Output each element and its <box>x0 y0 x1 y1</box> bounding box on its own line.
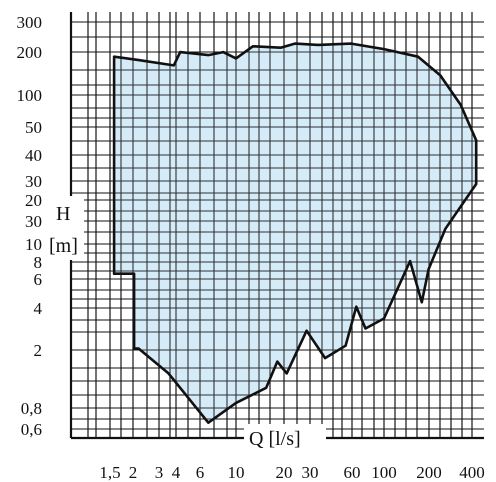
x-tick-label: 3 <box>155 463 164 482</box>
x-tick-label: 6 <box>196 463 205 482</box>
x-tick-label: 2 <box>129 463 138 482</box>
ylabel-line-2: [m] <box>49 235 78 257</box>
x-tick-label: 20 <box>276 463 293 482</box>
x-tick-label: 30 <box>302 463 319 482</box>
x-tick-label: 60 <box>344 463 361 482</box>
y-tick-label: 2 <box>34 341 43 360</box>
y-tick-label: 8 <box>34 253 43 272</box>
y-tick-label: 300 <box>17 13 43 32</box>
y-tick-label: 20 <box>25 191 42 210</box>
y-tick-label: 0,8 <box>21 399 42 418</box>
y-tick-label: 200 <box>17 43 43 62</box>
y-tick-label: 100 <box>17 86 43 105</box>
x-tick-label: 400 <box>459 463 485 482</box>
y-tick-label: 30 <box>25 172 42 191</box>
y-tick-label: 50 <box>25 118 42 137</box>
x-tick-label: 10 <box>228 463 245 482</box>
chart-grid-overlay <box>70 12 484 438</box>
x-tick-labels: 1,5 2 3 4 6 10 20 30 60 100 200 400 <box>99 463 484 482</box>
performance-envelope-outline <box>112 42 478 424</box>
performance-envelope-area <box>114 43 477 423</box>
y-tick-label: 0,6 <box>21 420 42 439</box>
y-tick-label: 40 <box>25 146 42 165</box>
y-tick-label: 6 <box>34 270 43 289</box>
x-tick-label: 200 <box>416 463 442 482</box>
x-tick-label: 100 <box>371 463 397 482</box>
x-tick-label: 1,5 <box>99 463 120 482</box>
y-tick-label: 10 <box>25 235 42 254</box>
ylabel-line-1: H <box>56 203 70 225</box>
ylabel-background <box>48 196 84 260</box>
xlabel-background <box>244 424 326 450</box>
y-tick-label: 4 <box>34 299 43 318</box>
y-tick-label: 30 <box>25 212 42 231</box>
xlabel: Q [l/s] <box>249 428 301 450</box>
x-tick-label: 4 <box>172 463 181 482</box>
